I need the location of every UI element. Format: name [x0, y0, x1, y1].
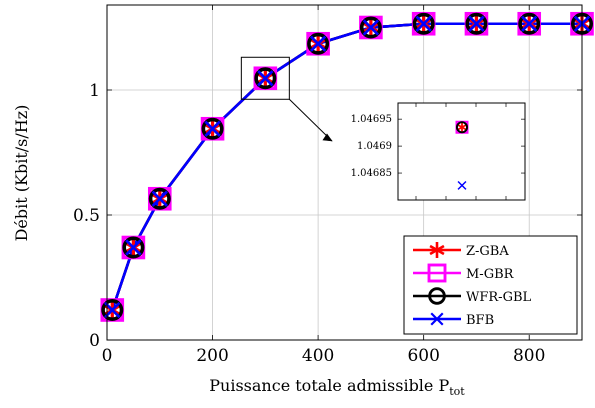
legend-marker: [428, 287, 446, 305]
zoom-arrow: [288, 98, 333, 142]
data-point: [148, 187, 171, 210]
y-tick-label: 0.5: [73, 206, 100, 226]
data-point: [521, 15, 538, 32]
y-tick-label: 1: [89, 81, 100, 101]
legend-marker: [429, 244, 445, 256]
legend-entry-z-gba: Z-GBA: [413, 242, 509, 259]
data-point: [125, 239, 142, 256]
data-point: [359, 16, 382, 39]
x-tick-label: 0: [102, 346, 113, 366]
inset-y-tick-label: 1.04685: [351, 168, 392, 179]
data-point: [518, 12, 541, 35]
data-point: [362, 19, 380, 36]
plot-frame: [106, 4, 583, 341]
x-tick-label: 400: [302, 346, 334, 366]
legend-entry-bfb: BFB: [413, 312, 494, 328]
x-tick-label: 600: [407, 346, 439, 366]
data-point: [101, 298, 124, 321]
data-point: [468, 15, 485, 32]
data-point: [201, 117, 224, 140]
legend-marker: [430, 312, 444, 326]
data-point: [257, 70, 274, 87]
inset-point-z-gba: [456, 123, 468, 131]
x-axis-title-subscript: tot: [449, 385, 465, 398]
y-tick-label: 0: [89, 331, 100, 351]
data-point: [204, 120, 221, 137]
x-axis-title-main: Puissance totale admissible P: [209, 376, 449, 395]
inset-point-wfr-gbl: [455, 121, 469, 134]
legend-entry-wfr-gbl: WFR-GBL: [413, 287, 532, 305]
inset-frame: [397, 102, 526, 201]
legend-label: WFR-GBL: [466, 290, 532, 305]
data-point: [309, 35, 327, 52]
inset-y-tick-label: 1.04695: [351, 114, 392, 125]
legend-label: M-GBR: [466, 267, 515, 282]
series-markers-wfr-gbl: [101, 12, 593, 321]
legend-label: Z-GBA: [466, 244, 509, 259]
x-axis-title: Puissance totale admissible Ptot: [209, 376, 465, 398]
legend-label: BFB: [466, 313, 494, 328]
legend: Z-GBA M-GBR WFR-GBL BFB: [403, 235, 578, 335]
data-point: [415, 15, 432, 32]
data-point: [412, 12, 435, 35]
legend-marker: [427, 263, 447, 283]
inset-point-bfb: [457, 180, 467, 190]
axes: 0 200 400 600 800 0 0.5 1: [73, 4, 583, 366]
data-point: [122, 236, 145, 259]
data-point: [254, 67, 277, 90]
zoom-rectangle: [240, 56, 290, 100]
data-point: [307, 32, 330, 55]
x-tick-label: 800: [513, 346, 545, 366]
zoom-arrowhead: [322, 133, 333, 142]
y-axis-title: Débit (Kbit/s/Hz): [12, 105, 31, 242]
zoom-box: [240, 56, 333, 142]
data-point: [465, 12, 488, 35]
data-point: [151, 190, 168, 207]
inset-plot: 1.04685 1.0469 1.04695: [351, 102, 526, 201]
legend-entry-m-gbr: M-GBR: [413, 263, 515, 283]
inset-y-tick-label: 1.0469: [357, 141, 392, 152]
x-tick-label: 200: [196, 346, 228, 366]
